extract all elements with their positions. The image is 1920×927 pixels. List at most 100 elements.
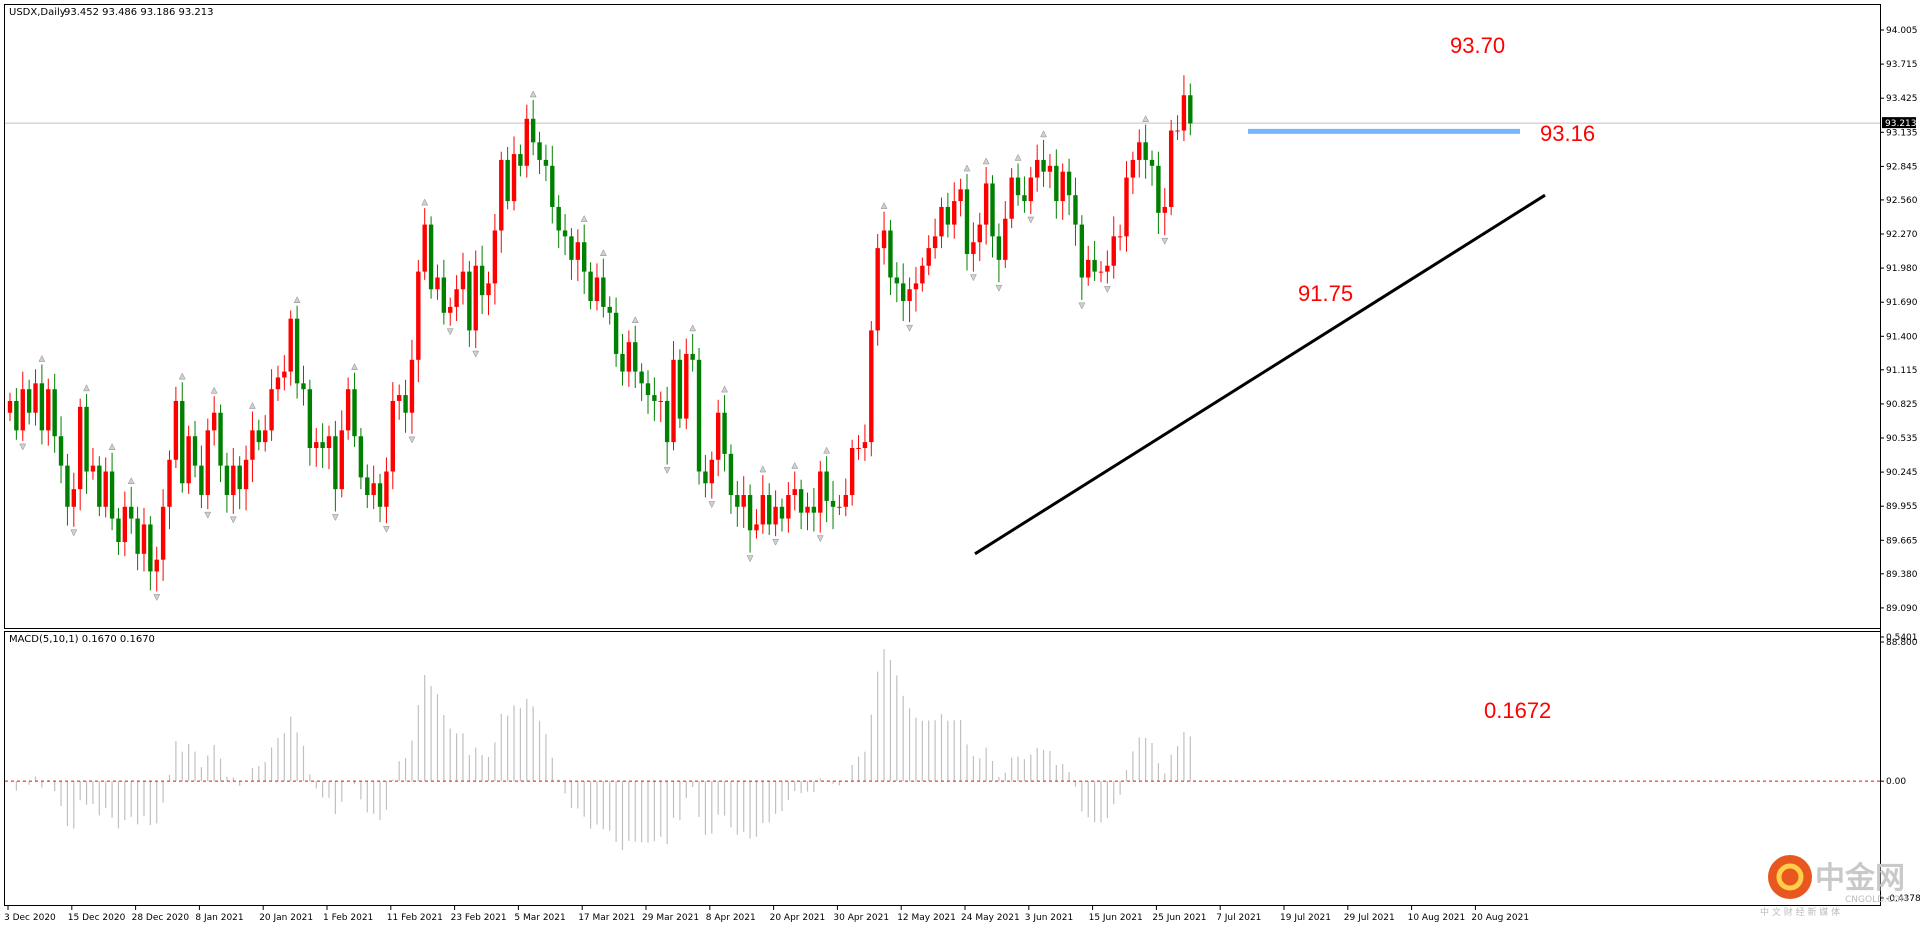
candle-body bbox=[52, 389, 57, 437]
fractal-down-icon bbox=[19, 443, 27, 451]
price-tick-label: 91.690 bbox=[1886, 298, 1918, 308]
fractal-down-icon bbox=[906, 324, 913, 332]
price-tick-labels: 94.005 93.715 93.425 93.135 92.845 92.560 92.2… bbox=[1880, 26, 1918, 648]
candle-body bbox=[792, 489, 797, 496]
candle-body bbox=[377, 483, 383, 507]
candle-body bbox=[983, 183, 989, 225]
candle-body bbox=[1054, 165, 1059, 202]
candle-body bbox=[1175, 130, 1180, 132]
candle-body bbox=[467, 271, 472, 331]
macd-header: MACD(5,10,1) 0.1670 0.1670 bbox=[9, 634, 155, 645]
fractal-down-icon bbox=[969, 274, 977, 282]
price-tick-label: 90.825 bbox=[1886, 400, 1918, 410]
candle-body bbox=[46, 389, 51, 431]
price-tick-label: 90.535 bbox=[1886, 434, 1918, 444]
fractal-up-icon bbox=[1014, 153, 1022, 161]
candle-body bbox=[352, 389, 357, 437]
fractal-up-icon bbox=[210, 386, 218, 394]
fractal-up-icon bbox=[1040, 130, 1047, 138]
candle-body bbox=[90, 465, 96, 472]
candle-body bbox=[1111, 236, 1116, 266]
macd-tick-label: 0.5401 bbox=[1886, 633, 1918, 643]
candle-body bbox=[148, 524, 153, 572]
candle-body bbox=[862, 442, 868, 448]
fractal-up-icon bbox=[631, 316, 639, 323]
date-tick-label: 23 Feb 2021 bbox=[451, 913, 507, 923]
fractal-up-icon bbox=[721, 385, 728, 393]
candle-body bbox=[601, 277, 606, 307]
fractal-down-icon bbox=[331, 514, 339, 522]
candle-body bbox=[7, 400, 13, 413]
candle-body bbox=[492, 230, 498, 284]
candle-body bbox=[250, 430, 255, 460]
fractal-down-icon bbox=[1027, 216, 1035, 224]
candle-body bbox=[403, 395, 408, 413]
date-tick-label: 12 May 2021 bbox=[897, 913, 956, 923]
candle-body bbox=[358, 436, 364, 478]
candle-body bbox=[652, 395, 657, 401]
date-tick-label: 20 Apr 2021 bbox=[770, 913, 826, 923]
date-tick-label: 15 Dec 2020 bbox=[68, 913, 126, 923]
candle-body bbox=[20, 389, 25, 431]
candle-body bbox=[990, 183, 995, 237]
candle-body bbox=[499, 159, 504, 231]
candle-body bbox=[767, 495, 772, 525]
annotation-resistance: 93.16 bbox=[1540, 121, 1595, 146]
price-tick-label: 92.560 bbox=[1886, 196, 1918, 206]
candle-body bbox=[396, 395, 402, 401]
date-tick-label: 29 Mar 2021 bbox=[642, 913, 699, 923]
fractal-up-icon bbox=[791, 461, 799, 469]
candle-body bbox=[811, 506, 817, 513]
price-tick-label: 89.090 bbox=[1886, 604, 1918, 614]
candle-body bbox=[543, 159, 549, 166]
candle-body bbox=[103, 471, 108, 507]
price-panel-frame bbox=[4, 4, 1881, 629]
price-tick-label: 89.955 bbox=[1886, 502, 1918, 512]
candle-body bbox=[971, 242, 976, 254]
price-tick-label: 91.400 bbox=[1886, 332, 1918, 342]
candle-body bbox=[26, 389, 32, 413]
fractal-down-icon bbox=[153, 594, 161, 602]
fractal-down-icon bbox=[1103, 286, 1111, 293]
candle-body bbox=[709, 459, 714, 484]
candle-body bbox=[1073, 195, 1078, 225]
candle-body bbox=[116, 518, 121, 543]
candlestick-series bbox=[7, 75, 1193, 592]
current-price-tag bbox=[1882, 117, 1916, 129]
fractal-down-icon bbox=[446, 328, 454, 336]
candle-body bbox=[1149, 159, 1155, 166]
watermark-url: CNGOLD.COM bbox=[1845, 895, 1908, 905]
candle-body bbox=[754, 524, 759, 531]
price-tick-label: 94.005 bbox=[1886, 26, 1918, 36]
candle-body bbox=[390, 400, 395, 472]
candle-body bbox=[409, 359, 415, 413]
candle-body bbox=[71, 489, 76, 507]
price-tick-label: 93.135 bbox=[1886, 128, 1918, 138]
fractal-up-icon bbox=[880, 202, 888, 209]
candle-body bbox=[1028, 177, 1033, 202]
fractal-down-icon bbox=[408, 436, 416, 444]
candle-body bbox=[620, 353, 625, 372]
candle-body bbox=[33, 383, 38, 413]
candle-body bbox=[1143, 142, 1148, 160]
price-tick-label: 89.380 bbox=[1886, 570, 1918, 580]
macd-panel-frame bbox=[4, 631, 1881, 906]
candle-body bbox=[977, 224, 982, 243]
annotation-high: 93.70 bbox=[1450, 33, 1505, 58]
watermark-tagline: 中 文 财 经 新 媒 体 bbox=[1760, 906, 1840, 918]
candle-body bbox=[1009, 177, 1014, 219]
date-tick-label: 5 Mar 2021 bbox=[514, 913, 565, 923]
fractal-up-icon bbox=[293, 296, 301, 303]
fractal-down-icon bbox=[1078, 302, 1086, 310]
date-tick-labels: 3 Dec 2020 15 Dec 2020 28 Dec 2020 8 Jan 20… bbox=[4, 906, 1529, 923]
candle-body bbox=[314, 442, 319, 448]
macd-tick-labels: 0.5401 0.00 -0.4378 bbox=[1880, 633, 1920, 904]
candle-body bbox=[926, 248, 931, 266]
candle-body bbox=[696, 359, 702, 472]
fractal-down-icon bbox=[204, 511, 212, 519]
candle-body bbox=[109, 471, 115, 519]
candle-body bbox=[473, 265, 478, 331]
candle-body bbox=[199, 465, 204, 496]
candle-body bbox=[301, 383, 306, 390]
candle-body bbox=[320, 442, 325, 448]
